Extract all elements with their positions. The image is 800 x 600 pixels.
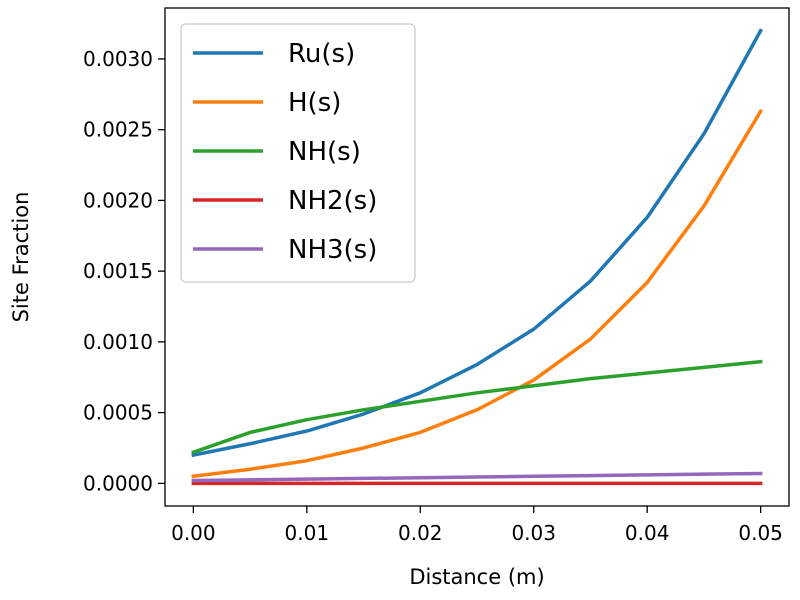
legend-label-0: Ru(s) (288, 39, 355, 69)
legend-label-2: NH(s) (288, 137, 361, 167)
series-line-1 (191, 108, 764, 479)
y-tick-label: 0.0025 (83, 118, 153, 142)
y-tick-label: 0.0010 (83, 330, 153, 354)
x-tick-label: 0.01 (285, 521, 330, 545)
axes-layer (164, 7, 790, 507)
plot-frame (164, 7, 790, 507)
x-axis-ticks: 0.00 0.01 0.02 0.03 0.04 0.05 (171, 506, 783, 545)
y-axis-label: Site Fraction (9, 192, 33, 323)
legend-label-1: H(s) (288, 88, 341, 118)
y-tick-label: 0.0000 (83, 471, 153, 495)
legend: Ru(s) H(s) NH(s) NH2(s) NH3(s) (180, 23, 416, 283)
series-line-2 (191, 359, 763, 455)
legend-label-4: NH3(s) (288, 235, 377, 265)
y-axis-ticks: 0.0000 0.0005 0.0010 0.0015 0.0020 0.0025 0.00… (83, 47, 165, 495)
series-layer (191, 28, 764, 486)
x-tick-label: 0.05 (738, 521, 783, 545)
x-tick-label: 0.04 (625, 521, 670, 545)
series-line-4 (191, 471, 763, 483)
y-tick-label: 0.0020 (83, 188, 153, 212)
x-tick-label: 0.00 (171, 521, 216, 545)
y-tick-label: 0.0030 (83, 47, 153, 71)
y-tick-label: 0.0015 (83, 259, 153, 283)
y-tick-label: 0.0005 (83, 401, 153, 425)
x-tick-label: 0.02 (398, 521, 443, 545)
legend-box (180, 23, 416, 283)
series-line-0 (191, 28, 764, 458)
legend-label-3: NH2(s) (288, 186, 377, 216)
x-axis-label: Distance (m) (409, 565, 544, 589)
x-tick-label: 0.03 (511, 521, 556, 545)
